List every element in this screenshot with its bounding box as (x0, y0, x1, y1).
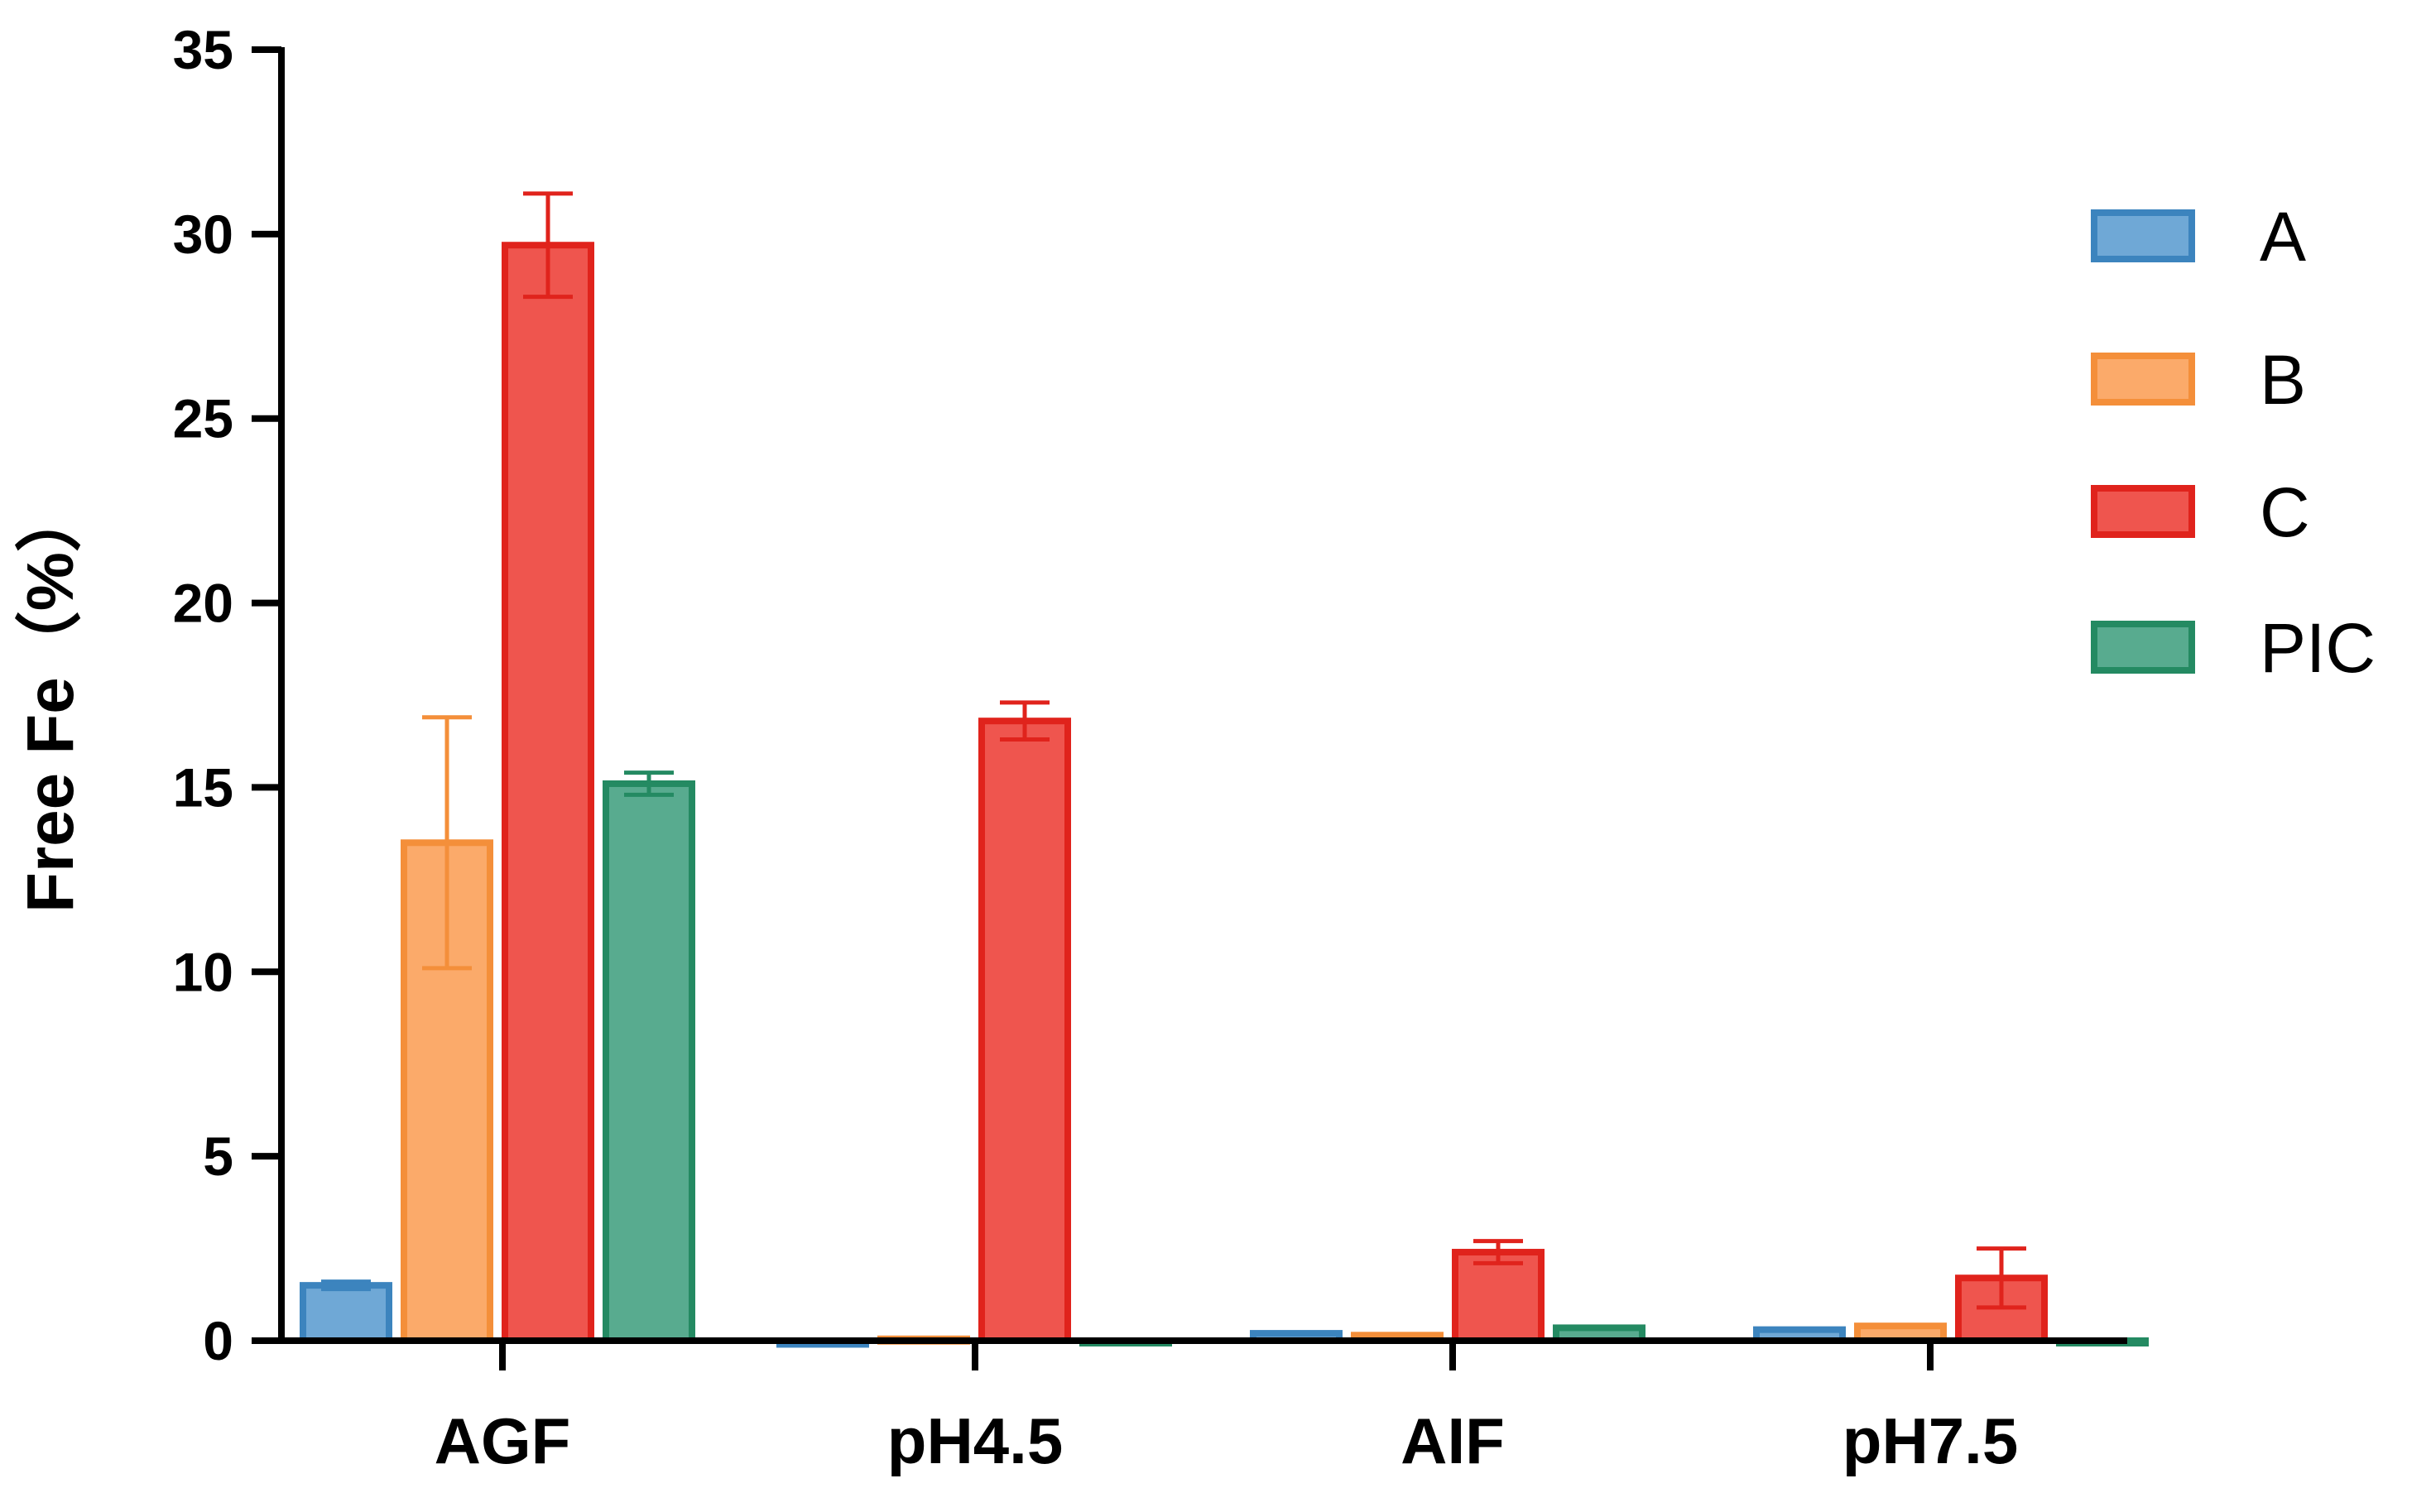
legend: ABC PIC (2091, 198, 2376, 687)
y-tick-label: 30 (173, 204, 233, 265)
x-tick-label-ph45: pH4.5 (887, 1404, 1063, 1477)
legend-swatch (2091, 209, 2195, 262)
bar-a-agf (300, 1282, 392, 1344)
error-bar-b-agf (422, 715, 472, 971)
x-tick-label-aif: AIF (1400, 1404, 1505, 1477)
y-tick-label: 0 (203, 1310, 233, 1371)
legend-label: C (2260, 473, 2310, 551)
legend-swatch (2091, 353, 2195, 406)
y-tick-label: 25 (173, 388, 233, 449)
bars-layer (300, 191, 2149, 1348)
bar-c-aif (1452, 1249, 1545, 1344)
legend-swatch (2091, 485, 2195, 538)
y-tick-label: 20 (173, 573, 233, 634)
ticks-layer: 0 5 10 15 20 25 30 35 AGF pH4.5 AIF pH7.5 (173, 19, 2019, 1477)
legend-label: A (2260, 198, 2306, 276)
y-tick-label: 35 (173, 19, 233, 80)
error-bar-c-agf (523, 191, 573, 300)
legend-item-c: C (2091, 473, 2310, 551)
legend-swatch (2091, 621, 2195, 674)
error-bar-c-ph75 (1977, 1246, 2026, 1310)
error-bar-c-ph45 (1000, 700, 1050, 742)
legend-item-b: B (2091, 341, 2306, 419)
axes-layer (278, 47, 2127, 1344)
y-axis-label: Free Fe（%） (13, 486, 87, 913)
bar-c-agf (502, 242, 594, 1345)
y-tick-label: 5 (203, 1126, 233, 1187)
x-tick-label-ph75: pH7.5 (1842, 1404, 2018, 1477)
legend-label: PIC (2260, 609, 2376, 687)
bar-c-ph45 (978, 718, 1071, 1344)
legend-label: B (2260, 341, 2306, 419)
bar-pic-agf (603, 780, 695, 1344)
x-tick-label-agf: AGF (435, 1404, 571, 1477)
legend-item-a: A (2091, 198, 2306, 276)
error-bar-c-aif (1473, 1239, 1523, 1265)
y-tick-label: 15 (173, 756, 233, 818)
legend-item-pic: PIC (2091, 609, 2376, 687)
y-tick-label: 10 (173, 941, 233, 1002)
error-bar-a-agf (321, 1279, 371, 1292)
error-bar-pic-agf (624, 770, 674, 797)
